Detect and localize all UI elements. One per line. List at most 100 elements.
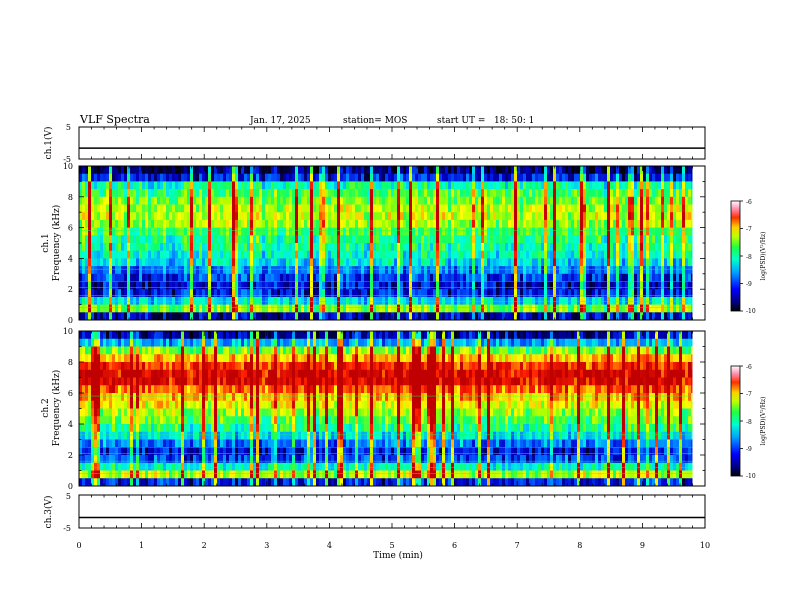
spectrogram-cell [520,219,524,228]
spectrogram-cell [157,273,161,282]
spectrogram-cell [652,296,656,305]
spectrogram-cell [322,219,326,228]
spectrogram-cell [670,219,674,228]
spectrogram-cell [466,189,470,198]
spectrogram-cell [211,273,215,282]
spectrogram-cell [112,289,116,298]
spectrogram-cell [133,478,137,487]
spectrogram-cell [325,227,329,236]
spectrogram-cell [520,273,524,282]
spectrogram-cell [193,227,197,236]
spectrogram-cell [160,369,164,378]
spectrogram-cell [85,439,89,448]
spectrogram-cell [457,243,461,252]
spectrogram-cell [79,354,83,363]
spectrogram-cell [187,243,191,252]
spectrogram-cell [79,235,83,244]
spectrogram-cell [301,173,305,182]
spectrogram-cell [643,166,647,175]
spectrogram-cell [658,312,662,321]
spectrogram-cell [250,266,254,275]
spectrogram-cell [463,212,467,221]
spectrogram-cell [370,196,374,205]
spectrogram-cell [151,447,155,456]
spectrogram-cell [397,219,401,228]
spectrogram-cell [439,189,443,198]
spectrogram-cell [109,250,113,259]
spectrogram-cell [508,289,512,298]
spectrogram-cell [184,258,188,267]
spectrogram-cell [676,258,680,267]
spectrogram-cell [202,204,206,213]
spectrogram-cell [118,447,122,456]
spectrogram-cell [238,289,242,298]
spectrogram-cell [508,166,512,175]
spectrogram-cell [172,281,176,290]
spectrogram-cell [352,166,356,175]
spectrogram-cell [115,377,119,386]
spectrogram-cell [412,181,416,190]
spectrogram-cell [310,219,314,228]
spectrogram-cell [469,181,473,190]
spectrogram-cell [295,173,299,182]
spectrogram-cell [94,408,98,417]
spectrogram-cell [568,273,572,282]
spectrogram-cell [580,196,584,205]
spectrogram-cell [526,296,530,305]
spectrogram-cell [406,219,410,228]
spectrogram-cell [370,212,374,221]
spectrogram-cell [283,312,287,321]
spectrogram-cell [511,258,515,267]
spectrogram-cell [283,227,287,236]
spectrogram-cell [586,212,590,221]
spectrogram-cell [274,219,278,228]
spectrogram-cell [370,173,374,182]
spectrogram-cell [409,296,413,305]
spectrogram-cell [664,312,668,321]
spectrogram-cell [157,243,161,252]
spectrogram-cell [388,173,392,182]
spectrogram-cell [226,235,230,244]
spectrogram-cell [448,281,452,290]
spectrogram-cell [409,273,413,282]
spectrogram-cell [331,212,335,221]
spectrogram-cell [475,250,479,259]
spectrogram-cell [364,304,368,313]
spectrogram-cell [580,289,584,298]
spectrogram-cell [625,235,629,244]
spectrogram-cell [100,416,104,425]
spectrogram-cell [298,173,302,182]
spectrogram-cell [625,296,629,305]
spectrogram-cell [160,227,164,236]
spectrogram-cell [94,173,98,182]
spectrogram-cell [628,173,632,182]
spectrogram-cell [613,181,617,190]
spectrogram-cell [400,304,404,313]
spectrogram-cell [148,439,152,448]
spectrogram-cell [106,166,110,175]
spectrogram-cell [382,258,386,267]
spectrogram-cell [682,258,686,267]
spectrogram-cell [172,189,176,198]
spectrogram-cell [175,196,179,205]
spectrogram-cell [604,219,608,228]
spectrogram-cell [565,235,569,244]
spectrogram-cell [148,385,152,394]
spectrogram-cell [286,227,290,236]
spectrogram-cell [118,296,122,305]
spectrogram-cell [505,219,509,228]
spectrogram-cell [151,173,155,182]
spectrogram-cell [274,227,278,236]
spectrogram-cell [211,219,215,228]
spectrogram-cell [97,196,101,205]
spectrogram-cell [559,250,563,259]
spectrogram-cell [121,377,125,386]
spectrogram-cell [580,204,584,213]
spectrogram-cell [160,196,164,205]
spectrogram-cell [616,204,620,213]
spectrogram-cell [151,189,155,198]
spectrogram-cell [478,189,482,198]
spectrogram-cell [181,189,185,198]
spectrogram-cell [136,289,140,298]
spectrogram-cell [379,258,383,267]
